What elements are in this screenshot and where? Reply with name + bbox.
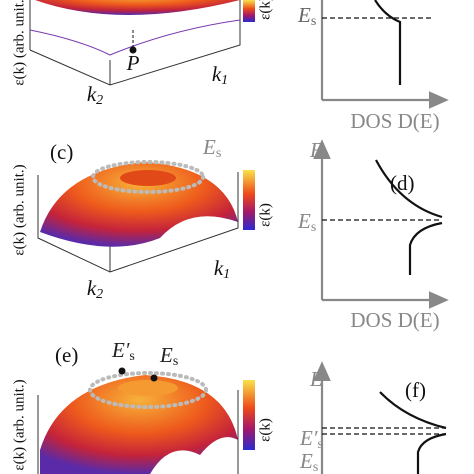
- panel-label: (d): [390, 171, 415, 195]
- y-axis-label: ε(k) (arb. unit.): [11, 164, 27, 255]
- panel-b-dos: Es DOS D(E): [297, 0, 449, 133]
- colorbar-label: ε(k): [257, 418, 273, 442]
- energy-axis-label: E: [309, 138, 323, 162]
- k-label: k2: [87, 82, 103, 108]
- panel-label: (c): [50, 140, 73, 164]
- energy-label: Es: [299, 449, 318, 474]
- energy-label: Es: [297, 3, 316, 29]
- panel-label: (e): [55, 343, 78, 367]
- k-label: k1: [212, 62, 228, 88]
- y-axis-label: ε(k) (arb. unit.): [11, 379, 27, 470]
- panel-f-dos: E (f) E′s Es: [299, 361, 447, 474]
- colorbar: [243, 170, 255, 230]
- x-axis-label: DOS D(E): [350, 308, 439, 332]
- x-axis-label: DOS D(E): [350, 109, 439, 133]
- ring-label: E′s: [111, 338, 135, 364]
- ring-label: Es: [159, 343, 178, 369]
- panel-c-surface: (c) Es k2 k1 ε(k) (arb. unit.) ε(k): [11, 135, 273, 302]
- panel-label: (f): [405, 378, 426, 402]
- colorbar: [243, 0, 255, 22]
- energy-label: E′s: [299, 426, 323, 452]
- energy-axis-label: E: [309, 367, 323, 391]
- panel-d-dos: E (d) Es DOS D(E): [297, 138, 449, 332]
- colorbar-label: ε(k): [257, 203, 273, 227]
- panel-b-surface: P k2 k1 ε(k) (arb. unit.) ε(k): [11, 0, 273, 108]
- k-label: k2: [87, 276, 103, 302]
- ring-label: Es: [202, 135, 221, 161]
- energy-label: Es: [297, 209, 316, 235]
- k-label: k1: [214, 256, 230, 282]
- panel-e-surface: (e) E′s Es ε(k) (arb. unit.) ε(k): [11, 338, 273, 474]
- y-axis-label: ε(k) (arb. unit.): [11, 0, 27, 86]
- colorbar: [243, 380, 255, 450]
- point-label: P: [126, 51, 140, 75]
- colorbar-label: ε(k): [257, 0, 273, 20]
